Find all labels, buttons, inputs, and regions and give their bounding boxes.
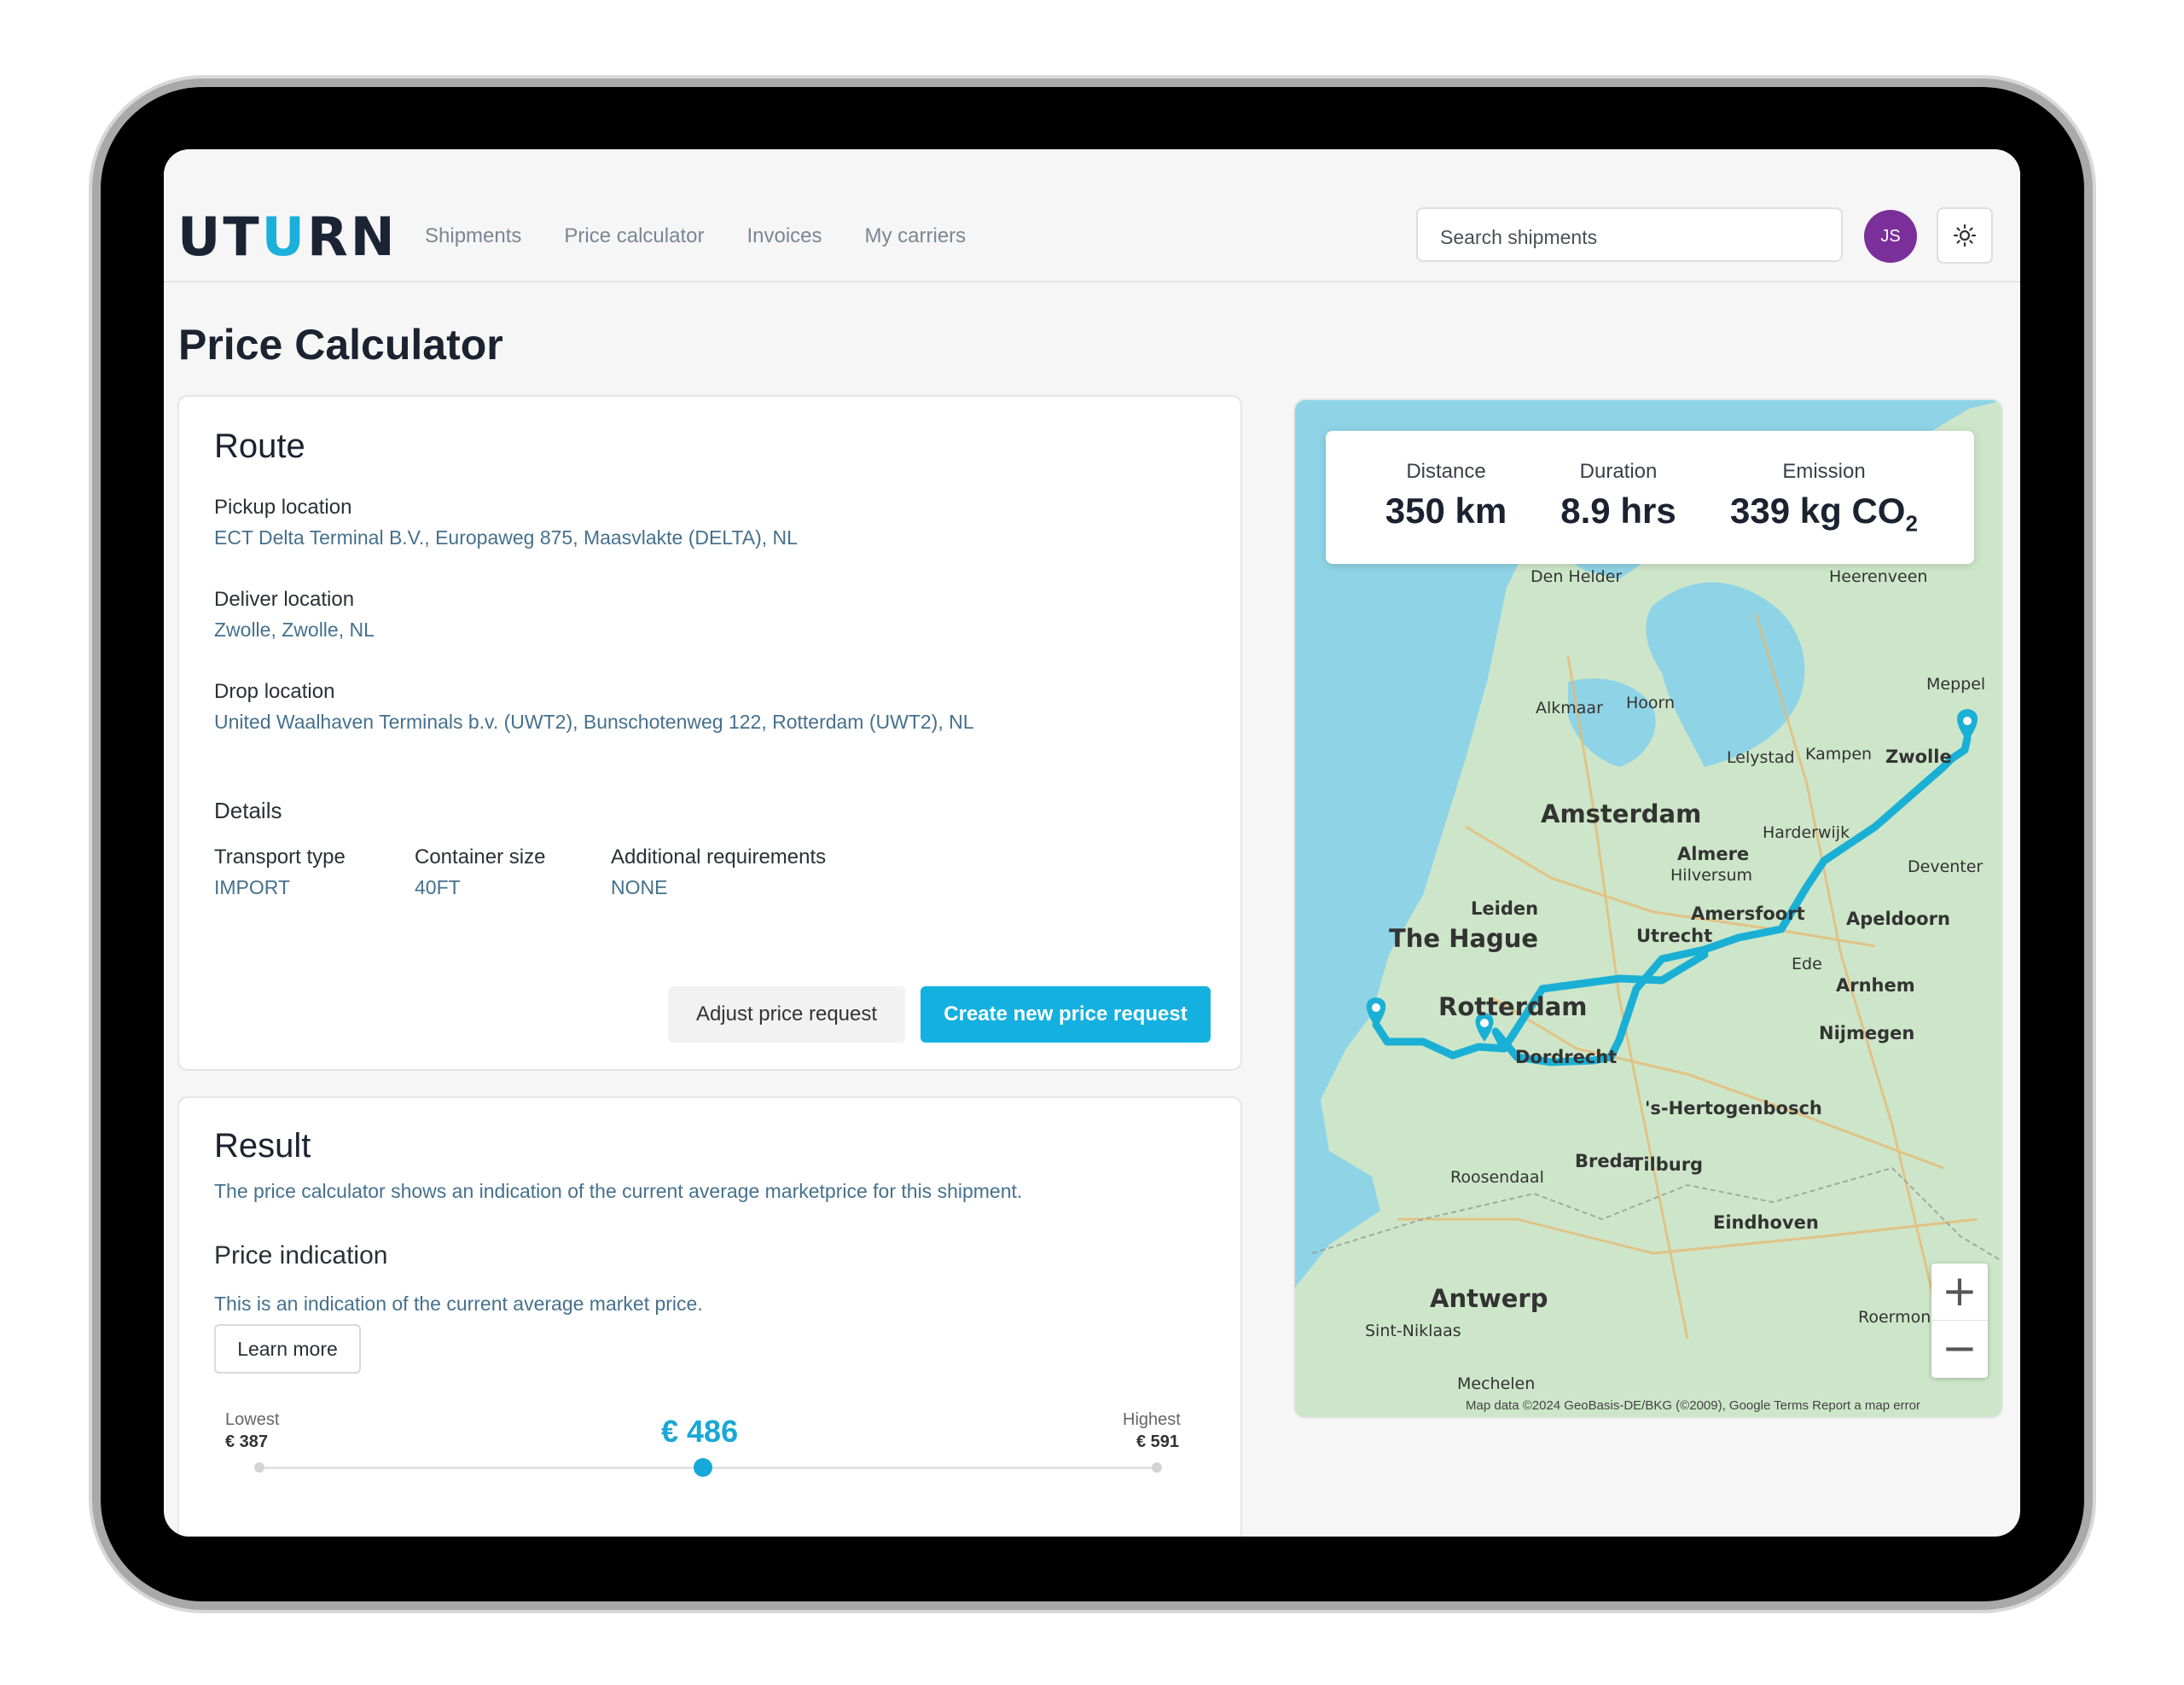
zoom-out-button[interactable]: − <box>1942 1323 1978 1373</box>
map-label-amersfoort: Amersfoort <box>1691 904 1805 924</box>
map-label-den-helder: Den Helder <box>1531 567 1623 586</box>
route-heading: Route <box>214 427 305 465</box>
map-label-leiden: Leiden <box>1471 898 1539 919</box>
map-label-heerenveen: Heerenveen <box>1829 567 1928 586</box>
user-avatar[interactable]: JS <box>1864 210 1917 263</box>
zoom-in-button[interactable]: + <box>1931 1264 1988 1321</box>
map-label-apeldoorn: Apeldoorn <box>1846 909 1950 929</box>
top-navigation-bar: UTURN Shipments Price calculator Invoice… <box>164 149 2020 282</box>
map-zoom-controls: + − <box>1931 1264 1988 1378</box>
price-indication-heading: Price indication <box>214 1241 388 1270</box>
map-label-alkmaar: Alkmaar <box>1536 699 1603 718</box>
price-indication-value: € 486 <box>661 1414 739 1449</box>
emission-label: Emission <box>1782 460 1866 483</box>
deliver-value: Zwolle, Zwolle, NL <box>214 619 375 641</box>
map-label-deventer: Deventer <box>1908 857 1984 876</box>
route-card: Route Pickup location ECT Delta Terminal… <box>177 395 1242 1071</box>
route-stats-panel: Distance 350 km Duration 8.9 hrs Emissio… <box>1326 431 1974 564</box>
map-label-lelystad: Lelystad <box>1727 748 1795 767</box>
nav-item-invoices[interactable]: Invoices <box>746 224 822 247</box>
uturn-logo[interactable]: UTURN <box>177 206 398 268</box>
lake-markermeer <box>1568 678 1656 767</box>
lowest-value: € 387 <box>225 1432 269 1451</box>
distance-stat: Distance 350 km <box>1382 460 1510 532</box>
route-map[interactable]: Den Helder Heerenveen Alkmaar Hoorn Mepp… <box>1293 398 2003 1419</box>
price-indication-text: This is an indication of the current ave… <box>214 1293 703 1315</box>
app-screen: UTURN Shipments Price calculator Invoice… <box>164 149 2020 1537</box>
transport-type-value: IMPORT <box>214 876 291 898</box>
map-label-zwolle: Zwolle <box>1885 747 1952 767</box>
container-size-value: 40FT <box>415 876 461 898</box>
map-label-the-hague: The Hague <box>1389 924 1539 953</box>
map-label-roermond: Roermond <box>1858 1308 1942 1327</box>
pickup-value: ECT Delta Terminal B.V., Europaweg 875, … <box>214 526 798 549</box>
map-label-arnhem: Arnhem <box>1836 975 1915 996</box>
additional-requirements-label: Additional requirements <box>611 845 827 869</box>
distance-value: 350 km <box>1385 491 1507 531</box>
price-range-max-dot <box>1152 1462 1162 1473</box>
create-new-price-request-button[interactable]: Create new price request <box>921 986 1211 1043</box>
drop-label: Drop location <box>214 680 335 703</box>
result-card: Result The price calculator shows an ind… <box>177 1096 1242 1537</box>
map-label-hertogenbosch: 's-Hertogenbosch <box>1645 1098 1822 1118</box>
lake-ijsselmeer <box>1646 582 1805 767</box>
map-marker-pickup <box>1366 997 1386 1028</box>
map-label-nijmegen: Nijmegen <box>1819 1023 1915 1043</box>
map-label-ede: Ede <box>1792 955 1822 973</box>
main-nav: Shipments Price calculator Invoices My c… <box>425 224 966 248</box>
map-canvas <box>1295 400 2001 1417</box>
price-indicator-dot <box>694 1458 712 1477</box>
distance-label: Distance <box>1406 460 1486 483</box>
map-marker-drop <box>1475 1013 1494 1042</box>
additional-requirements-value: NONE <box>611 876 668 898</box>
map-label-hoorn: Hoorn <box>1626 694 1676 712</box>
map-marker-deliver <box>1957 709 1978 741</box>
lowest-label: Lowest <box>225 1410 280 1429</box>
deliver-label: Deliver location <box>214 588 355 611</box>
map-label-tilburg: Tilburg <box>1631 1154 1704 1175</box>
map-label-harderwijk: Harderwijk <box>1763 823 1850 842</box>
map-label-utrecht: Utrecht <box>1636 926 1713 946</box>
map-label-breda: Breda <box>1575 1151 1635 1171</box>
container-size-label: Container size <box>415 845 546 869</box>
duration-stat: Duration 8.9 hrs <box>1554 460 1682 532</box>
map-label-antwerp: Antwerp <box>1430 1284 1548 1313</box>
map-label-mechelen: Mechelen <box>1457 1374 1536 1393</box>
duration-value: 8.9 hrs <box>1560 491 1676 531</box>
drop-value: United Waalhaven Terminals b.v. (UWT2), … <box>214 711 974 733</box>
map-label-dordrecht: Dordrecht <box>1515 1047 1618 1067</box>
nav-item-shipments[interactable]: Shipments <box>425 224 522 247</box>
result-description: The price calculator shows an indication… <box>214 1180 1023 1202</box>
map-label-meppel: Meppel <box>1926 675 1986 694</box>
highest-value: € 591 <box>1136 1432 1180 1451</box>
search-input[interactable]: Search shipments <box>1416 207 1843 262</box>
map-attribution: Map data ©2024 GeoBasis-DE/BKG (©2009), … <box>1466 1398 1920 1413</box>
map-label-sint-niklaas: Sint-Niklaas <box>1365 1322 1461 1340</box>
transport-type-label: Transport type <box>214 845 346 869</box>
sun-icon <box>1953 224 1977 247</box>
learn-more-button[interactable]: Learn more <box>214 1324 361 1374</box>
map-label-almere: Almere <box>1677 844 1750 864</box>
pickup-label: Pickup location <box>214 496 352 519</box>
theme-toggle-button[interactable] <box>1937 207 1993 264</box>
map-label-eindhoven: Eindhoven <box>1713 1212 1819 1233</box>
adjust-price-request-button[interactable]: Adjust price request <box>668 986 905 1043</box>
price-range-min-dot <box>254 1462 264 1473</box>
map-label-amsterdam: Amsterdam <box>1541 799 1702 828</box>
map-label-hilversum: Hilversum <box>1670 866 1753 885</box>
details-heading: Details <box>214 798 282 823</box>
emission-value: 339 kg CO2 <box>1730 491 1918 537</box>
route-line <box>1372 734 1972 1066</box>
map-label-roosendaal: Roosendaal <box>1450 1168 1544 1187</box>
emission-stat: Emission 339 kg CO2 <box>1713 460 1935 537</box>
nav-item-price-calculator[interactable]: Price calculator <box>564 224 705 247</box>
result-heading: Result <box>214 1127 311 1165</box>
map-label-kampen: Kampen <box>1805 745 1873 764</box>
duration-label: Duration <box>1579 460 1658 483</box>
page-title: Price Calculator <box>178 321 503 369</box>
map-label-rotterdam: Rotterdam <box>1438 992 1588 1021</box>
highest-label: Highest <box>1123 1410 1181 1429</box>
nav-item-my-carriers[interactable]: My carriers <box>864 224 967 247</box>
